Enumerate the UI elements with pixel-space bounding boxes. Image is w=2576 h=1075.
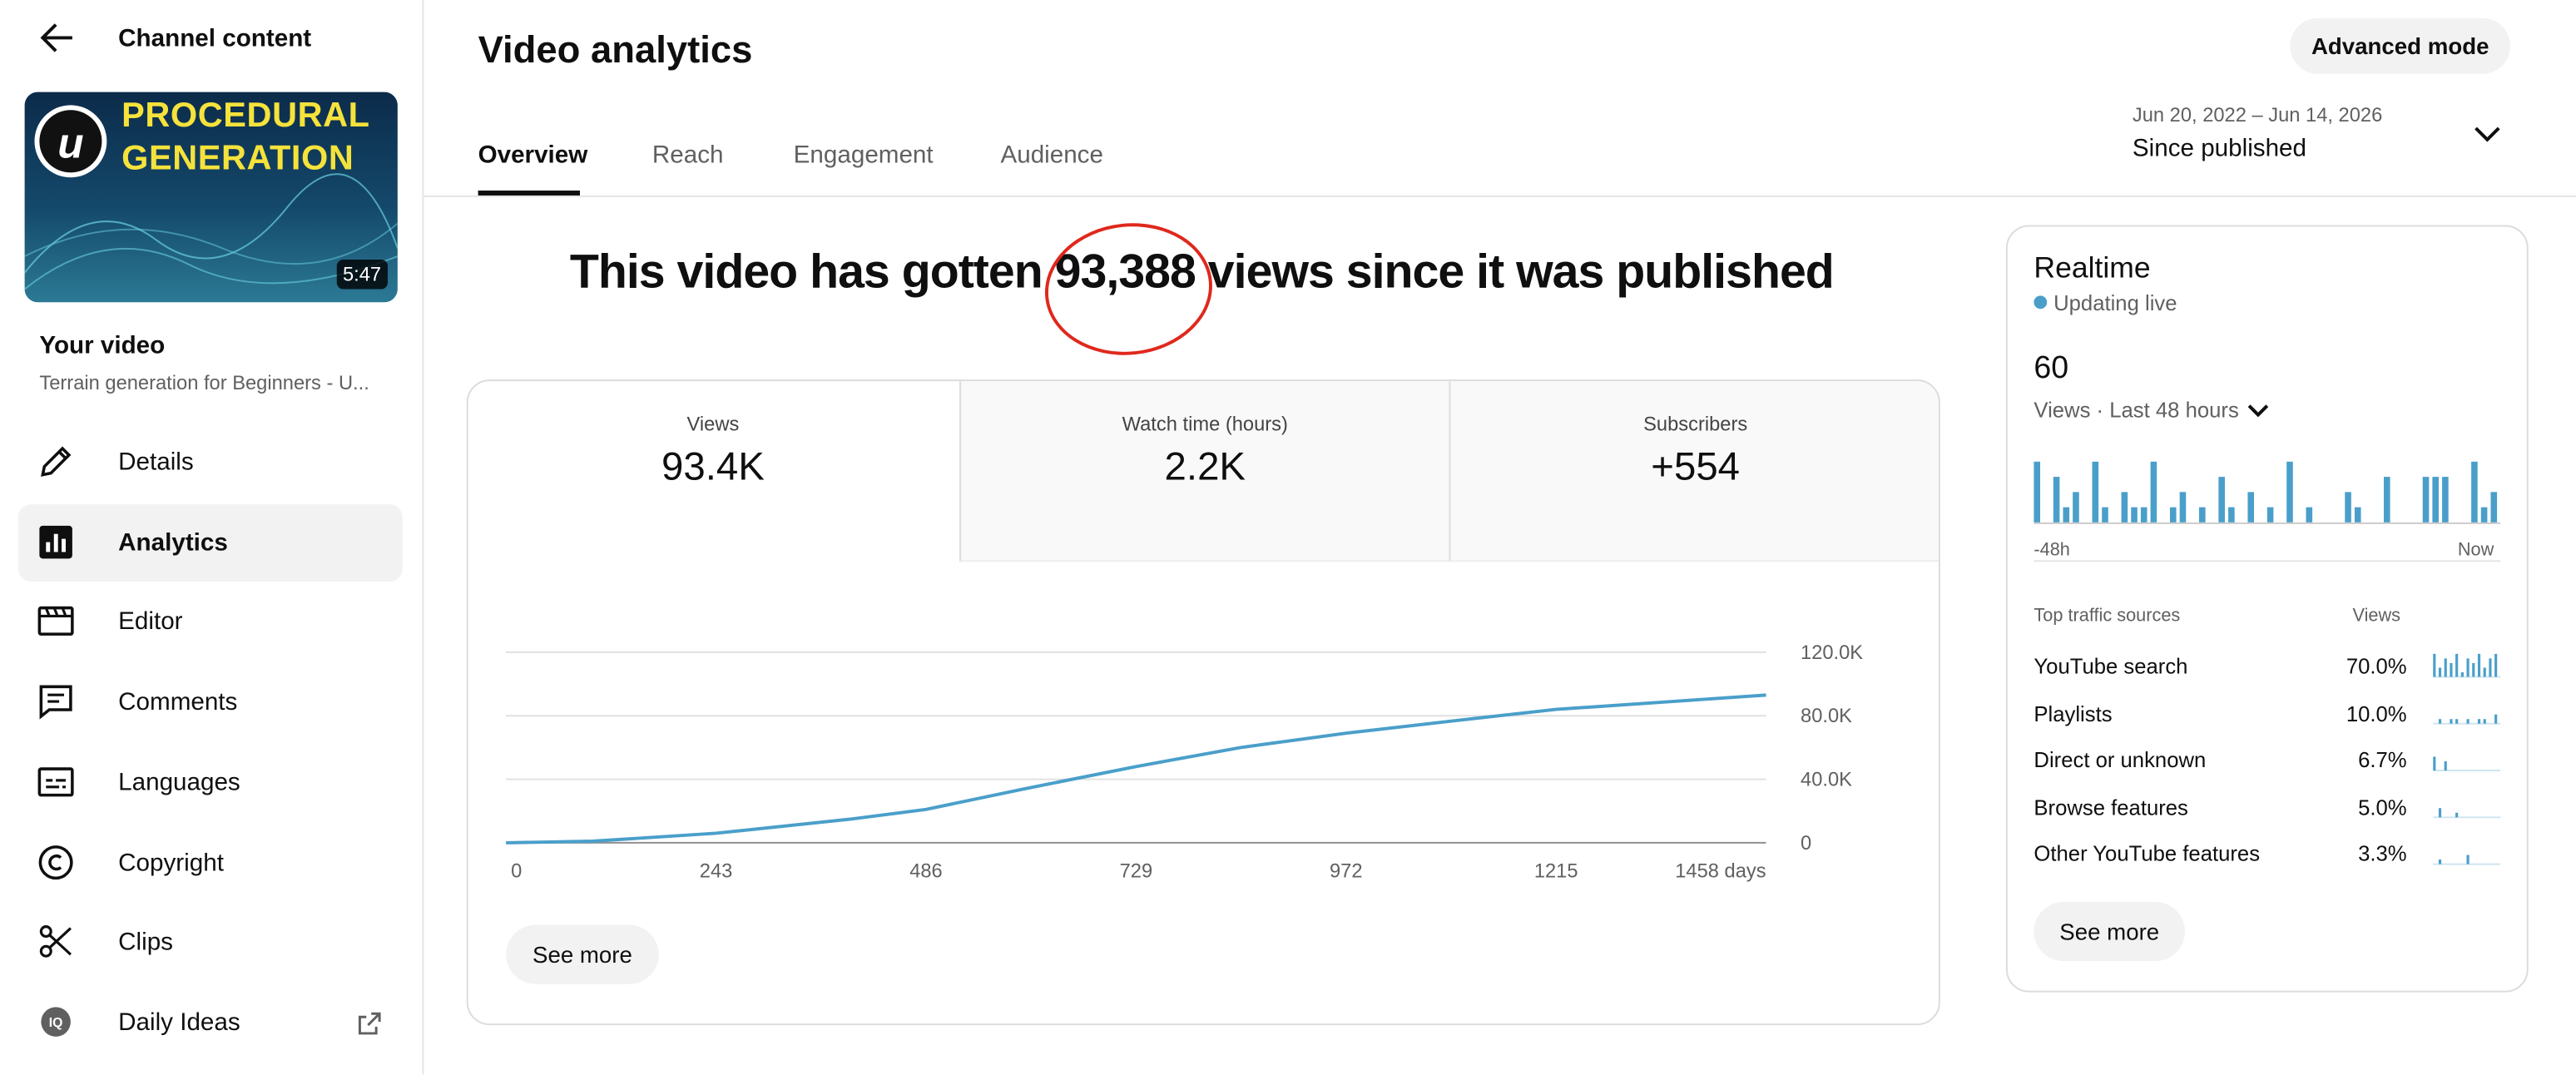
duration: 5:47 [336,259,388,290]
see-more-button[interactable]: See more [506,924,659,984]
nav-item[interactable]: Languages [18,744,403,821]
nav-icon [37,766,74,797]
nav-item[interactable]: Clips [18,904,403,981]
thumb-line1: PROCEDURAL [121,97,370,135]
metric-label: Views [686,412,740,436]
back-title: Channel content [118,24,312,53]
nav-icon [37,607,74,637]
metric[interactable]: Watch time (hours) 2.2K [959,381,1450,562]
svg-text:IQ: IQ [49,1016,63,1030]
back-arrow[interactable] [39,22,75,54]
source-name[interactable]: Other YouTube features [2034,840,2261,866]
thumbnail[interactable]: u PROCEDURAL GENERATION 5:47 [24,92,398,303]
headline: This video has gotten 93,388 views since… [467,246,1937,300]
your-video: Your video [39,331,166,360]
overview-card: Views 93.4K Watch time (hours) 2.2K Subscrib… [466,379,1940,1026]
source-share: 6.7% [2358,747,2407,773]
tab[interactable]: Engagement [793,141,934,170]
sources-title: Top traffic sources [2034,606,2181,627]
nav-icon [39,685,72,720]
source-name[interactable]: YouTube search [2034,653,2188,679]
headline-number: 93,388 [1054,246,1196,300]
nav-label: Analytics [118,528,228,557]
source-name[interactable]: Direct or unknown [2034,747,2207,773]
sidebar: Channel content u PROCEDURAL GENERATION … [0,0,424,1075]
advanced-mode-button[interactable]: Advanced mode [2290,17,2511,74]
tab[interactable]: Audience [1000,141,1103,170]
metric[interactable]: Subscribers +554 [1449,381,1939,562]
realtime-see-more[interactable]: See more [2034,901,2186,962]
thumb-line2: GENERATION [121,139,354,178]
nav-icon [39,925,72,959]
header-divider [424,195,2576,197]
tab-indicator [478,191,580,196]
date-range: Jun 20, 2022 – Jun 14, 2026 [2132,103,2383,127]
caption-dropdown[interactable] [2246,401,2271,421]
svg-text:u: u [57,120,83,167]
nav-item[interactable]: Copyright [18,824,403,901]
headline-after: views since it was published [1207,246,1835,300]
nav-item[interactable]: Analytics [17,503,403,582]
metric-value: 2.2K [1164,445,1246,490]
nav-icon [41,446,72,477]
video-title: Terrain generation for Beginners - U... [39,371,369,394]
nav-icon [38,845,73,879]
page-title: Video analytics [478,27,753,71]
metric-label: Subscribers [1643,412,1748,436]
headline-before: This video has gotten [569,246,1043,300]
nav-item[interactable]: Details [18,424,403,501]
source-share: 10.0% [2346,701,2407,726]
nav-label: Clips [118,928,174,957]
realtime-title: Realtime [2034,251,2151,285]
nav-icon [39,525,72,558]
nav-label: Editor [118,608,183,637]
nav-label: Languages [118,768,240,797]
views-header: Views [2352,606,2401,627]
period-dropdown[interactable] [2473,125,2503,145]
nav-item[interactable]: IQ Daily Ideas [18,984,403,1062]
realtime-status: Updating live [2053,290,2177,316]
source-share: 5.0% [2358,794,2407,820]
nav-label: Details [118,448,194,477]
nav-label: Copyright [118,848,224,877]
terrain: u [24,105,398,290]
nav-label: Comments [118,688,238,717]
nav-icon: IQ [41,1007,71,1037]
realtime-caption: Views · Last 48 hours [2034,397,2239,423]
realtime-start: -48h [2034,540,2070,561]
source-share: 70.0% [2346,653,2407,679]
metric-value: 93.4K [661,445,765,490]
source-name[interactable]: Browse features [2034,794,2188,820]
live-dot [2034,295,2048,310]
metric[interactable]: Views 93.4K [468,381,958,560]
period[interactable]: Since published [2132,134,2307,163]
tab[interactable]: Overview [478,141,588,170]
source-name[interactable]: Playlists [2034,701,2113,726]
nav-label: Daily Ideas [118,1008,240,1037]
tab[interactable]: Reach [651,141,724,170]
nav-item[interactable]: Editor [18,584,403,661]
external-icon [358,1012,381,1035]
realtime-divider [2034,560,2501,562]
metric-value: +554 [1651,445,1741,490]
nav-item[interactable]: Comments [18,664,403,741]
source-share: 3.3% [2358,840,2407,866]
metric-label: Watch time (hours) [1122,412,1288,436]
realtime-end: Now [2457,540,2494,561]
realtime-count: 60 [2034,351,2069,387]
